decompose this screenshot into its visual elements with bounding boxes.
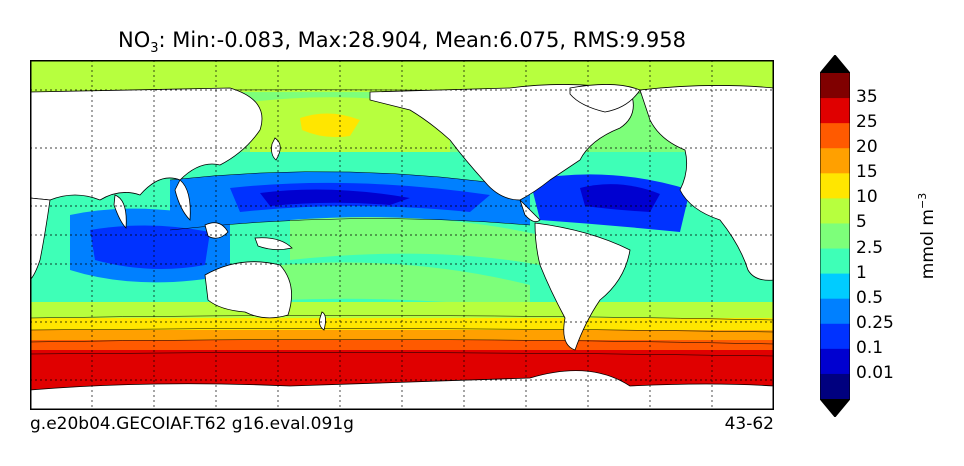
band-south-pacific-gyre bbox=[280, 262, 530, 310]
colorbar-bin bbox=[820, 348, 850, 375]
land-australia bbox=[204, 261, 292, 319]
colorbar-tick-label: 2.5 bbox=[856, 237, 884, 258]
land-greenland bbox=[569, 84, 641, 113]
title-subscript: 3 bbox=[150, 41, 159, 57]
units-exponent: −3 bbox=[916, 192, 930, 209]
colorbar-bin bbox=[820, 323, 850, 350]
band-north-gyre-min bbox=[260, 189, 410, 206]
colorbar-bin bbox=[820, 98, 850, 124]
colorbar-tick-label: 25 bbox=[856, 112, 878, 133]
colorbar-bin bbox=[820, 248, 850, 275]
colorbar-bin bbox=[820, 273, 850, 300]
map-title: NO3: Min:-0.083, Max:28.904, Mean:6.075,… bbox=[30, 28, 774, 56]
colorbar-tick-label: 1 bbox=[856, 262, 867, 283]
band-indian-gyre-core bbox=[90, 225, 210, 269]
colorbar-tick-label: 0.5 bbox=[856, 287, 884, 308]
colorbar-bin bbox=[820, 298, 850, 325]
colorbar-bin bbox=[820, 148, 850, 174]
land-borneo bbox=[204, 222, 229, 239]
colorbar-tick-label: 10 bbox=[856, 187, 878, 208]
land-new-zealand bbox=[319, 311, 326, 331]
colorbar-extend-max bbox=[820, 55, 850, 73]
colorbar-units-label: mmol m−3 bbox=[916, 193, 938, 279]
band-atlantic-gyre-core bbox=[580, 184, 660, 212]
case-name: g.e20b04.GECOIAF.T62 g16.eval.091g bbox=[30, 414, 354, 434]
colorbar-tick-label: 35 bbox=[856, 87, 878, 108]
colorbar-extend-min bbox=[820, 399, 850, 417]
colorbar-tick-label: 20 bbox=[856, 137, 878, 158]
colorbar-bin bbox=[820, 73, 850, 99]
colorbar-bin bbox=[820, 198, 850, 224]
land-arabia-africa-east bbox=[30, 197, 51, 281]
colorbar-tick-label: 0.1 bbox=[856, 337, 884, 358]
colorbar-bin bbox=[820, 373, 850, 400]
colorbar-tick-label: 5 bbox=[856, 212, 867, 233]
land-europe-africa bbox=[639, 85, 774, 281]
band-oyashio-high bbox=[300, 113, 360, 138]
colorbar-tick-label: 0.01 bbox=[856, 362, 894, 383]
colorbar-tick-label: 15 bbox=[856, 162, 878, 183]
colorbar-bin bbox=[820, 223, 850, 250]
land-india bbox=[113, 194, 127, 229]
title-variable: NO bbox=[118, 28, 151, 52]
land-south-america bbox=[534, 222, 631, 351]
colorbar-tick-label: 0.25 bbox=[856, 312, 894, 333]
nitrate-map bbox=[30, 60, 774, 410]
colorbar-bin bbox=[820, 123, 850, 149]
colorbar bbox=[819, 54, 851, 418]
title-stats: : Min:-0.083, Max:28.904, Mean:6.075, RM… bbox=[158, 28, 686, 52]
colorbar-bin bbox=[820, 173, 850, 199]
year-range: 43-62 bbox=[724, 414, 774, 434]
land-indochina bbox=[174, 179, 191, 221]
land-new-guinea bbox=[254, 237, 293, 250]
band-equatorial-pacific bbox=[290, 217, 540, 265]
units-main: mmol m bbox=[917, 209, 938, 280]
